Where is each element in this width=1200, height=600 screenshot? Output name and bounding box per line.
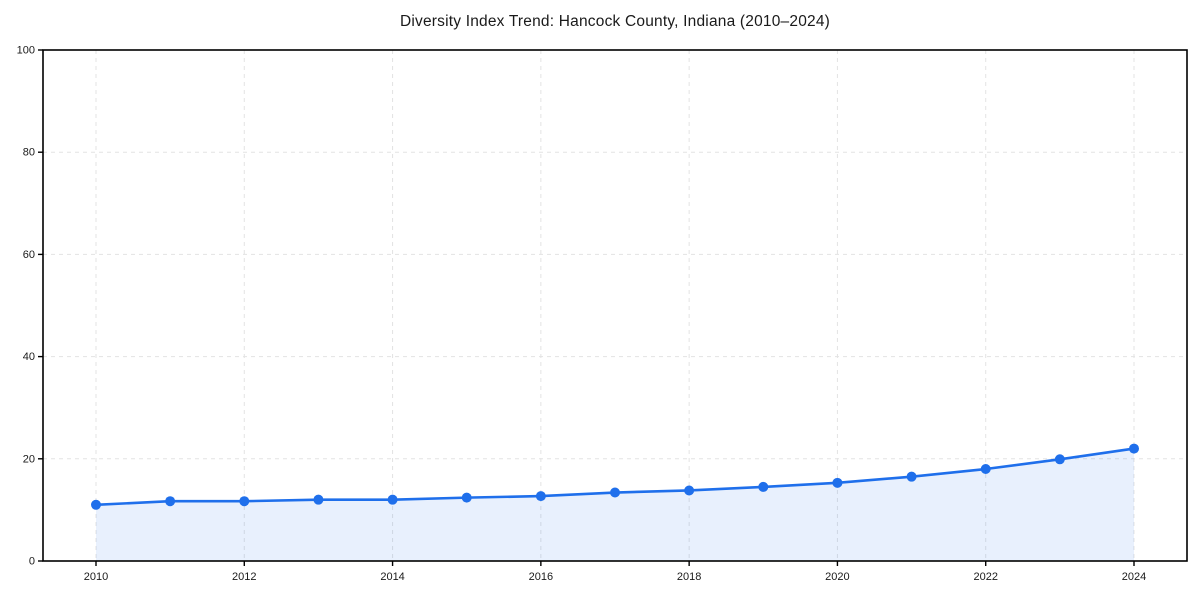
data-point-marker [91,499,101,510]
data-point-marker [535,491,546,502]
data-point-marker [239,496,250,507]
x-axis-tick-label: 2010 [84,571,108,583]
data-point-marker [980,464,991,475]
x-axis-tick-label: 2018 [677,571,701,583]
plot-border [42,49,1188,562]
data-point-marker [610,487,620,498]
y-axis-tick-label: 40 [23,351,35,363]
data-point-marker [461,492,472,503]
chart-title: Diversity Index Trend: Hancock County, I… [399,13,831,30]
x-axis-tick-label: 2012 [232,571,256,583]
data-point-marker [1129,443,1139,454]
y-axis-tick-label: 100 [17,45,35,57]
data-point-marker [832,477,843,488]
x-axis-tick-label: 2014 [380,571,404,583]
x-axis-tick-label: 2016 [529,571,553,583]
x-axis-tick-label: 2020 [825,571,849,583]
data-point-marker [387,494,398,505]
y-axis-tick-label: 0 [29,556,35,568]
series-area-fill [96,448,1134,561]
x-axis-tick-label: 2024 [1122,571,1146,583]
data-point-marker [313,494,324,505]
data-point-marker [906,471,917,482]
data-point-marker [684,485,695,496]
data-point-marker [1054,454,1065,465]
data-point-marker [758,481,769,492]
y-axis-tick-label: 60 [23,249,35,261]
y-axis-tick-label: 80 [23,147,35,159]
y-axis-tick-label: 20 [23,453,35,465]
data-point-marker [165,496,176,507]
x-axis-tick-label: 2022 [973,571,997,583]
